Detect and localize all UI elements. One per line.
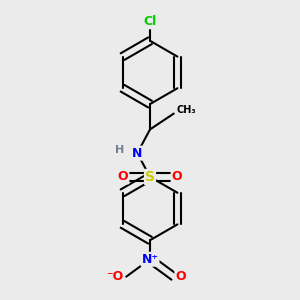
Text: N⁺: N⁺ <box>142 253 158 266</box>
Text: S: S <box>145 170 155 184</box>
Text: Cl: Cl <box>143 15 157 28</box>
Text: O: O <box>172 170 182 183</box>
Text: N: N <box>132 147 142 160</box>
Text: H: H <box>115 145 124 155</box>
Text: ⁻O: ⁻O <box>106 270 123 283</box>
Text: CH₃: CH₃ <box>177 105 197 116</box>
Text: O: O <box>118 170 128 183</box>
Text: O: O <box>175 270 186 283</box>
